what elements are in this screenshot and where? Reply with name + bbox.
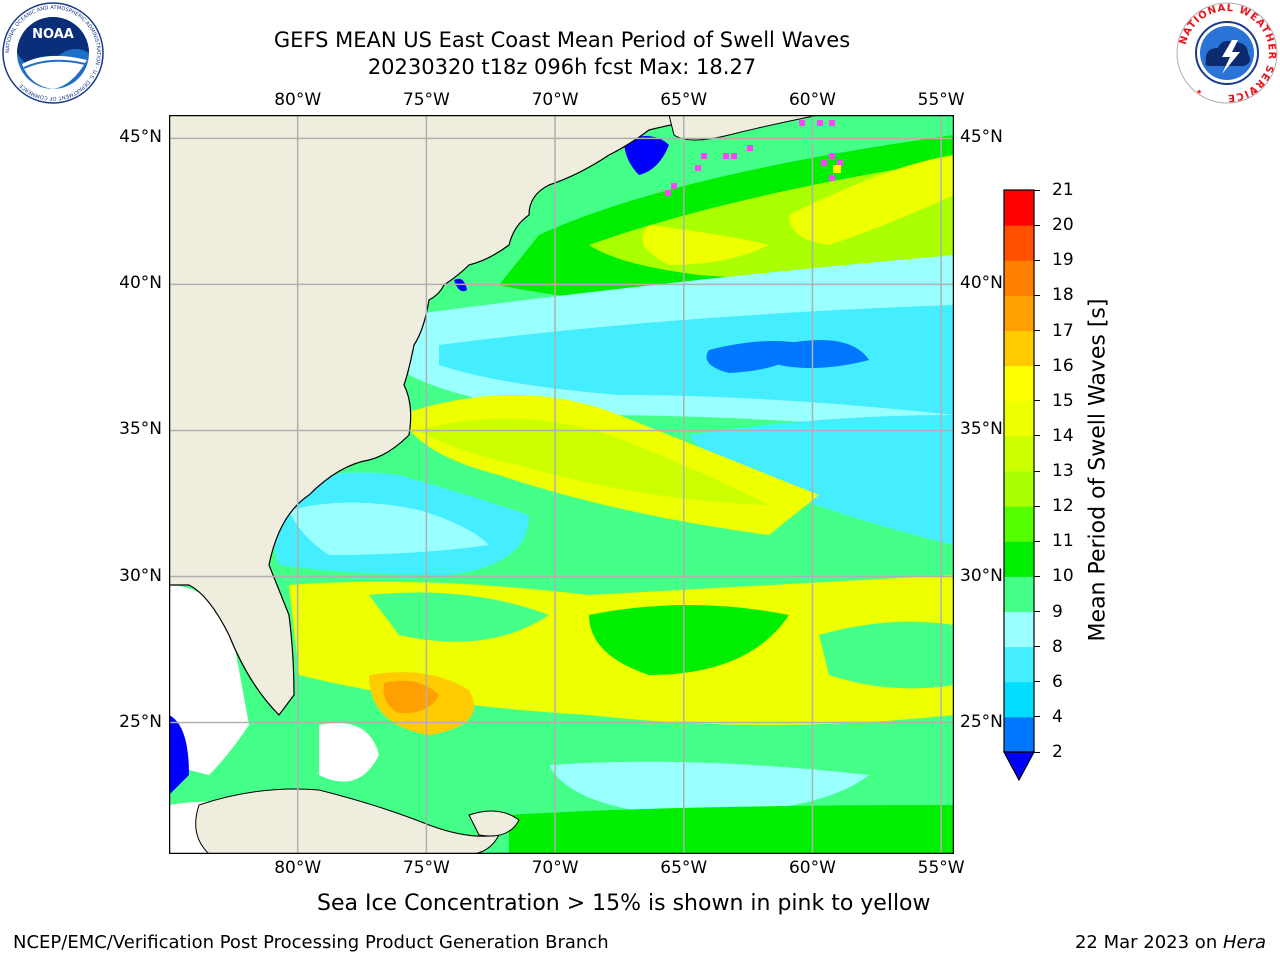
footer-date: 22 Mar 2023 on Hera xyxy=(1075,932,1266,953)
sea-ice-pixels xyxy=(665,120,843,196)
colorbar-segment xyxy=(1004,541,1034,577)
noaa-logo-text: NOAA xyxy=(32,27,74,42)
colorbar-segment xyxy=(1004,295,1034,331)
colorbar-tick-label: 15 xyxy=(1052,390,1074,411)
lon-tick-label: 65°W xyxy=(660,858,708,878)
lon-tick-label: 75°W xyxy=(402,858,450,878)
colorbar-tick-label: 20 xyxy=(1052,215,1074,236)
colorbar-tick-label: 21 xyxy=(1052,180,1074,200)
colorbar-tick-label: 2 xyxy=(1052,742,1063,762)
colorbar-tick-mark xyxy=(1034,646,1040,648)
lat-tick-label: 30°N xyxy=(960,565,1003,586)
lon-tick-label: 60°W xyxy=(788,90,836,110)
colorbar xyxy=(1002,189,1036,782)
lat-tick-label: 30°N xyxy=(119,565,162,586)
colorbar-tick-label: 10 xyxy=(1052,566,1074,587)
lon-tick-label: 75°W xyxy=(402,90,450,110)
footer-machine: Hera xyxy=(1222,932,1266,953)
graticule xyxy=(169,115,954,854)
colorbar-tick-label: 12 xyxy=(1052,496,1074,517)
colorbar-segment xyxy=(1004,471,1034,507)
colorbar-tick-label: 8 xyxy=(1052,636,1063,657)
svg-text:★: ★ xyxy=(1196,88,1202,96)
colorbar-tick-mark xyxy=(1034,330,1040,331)
colorbar-tick-label: 17 xyxy=(1052,320,1074,341)
lat-tick-label: 40°N xyxy=(119,273,162,294)
lon-tick-label: 55°W xyxy=(917,90,965,110)
colorbar-segment xyxy=(1004,576,1034,612)
colorbar-segment xyxy=(1004,646,1034,683)
colorbar-segment xyxy=(1004,681,1034,718)
lon-tick-label: 80°W xyxy=(274,90,322,110)
lat-tick-label: 25°N xyxy=(119,711,162,732)
noaa-logo: NATIONAL OCEANIC AND ATMOSPHERIC ADMINIS… xyxy=(2,2,104,104)
colorbar-tick-mark xyxy=(1034,365,1040,367)
lat-tick-label: 35°N xyxy=(119,419,162,440)
colorbar-extend-below xyxy=(1002,751,1036,782)
colorbar-tick-mark xyxy=(1034,716,1040,718)
colorbar-segment xyxy=(1004,716,1034,753)
colorbar-tick-label: 14 xyxy=(1052,425,1074,446)
colorbar-tick-mark xyxy=(1034,681,1040,683)
lat-tick-label: 35°N xyxy=(960,419,1003,440)
colorbar-tick-label: 11 xyxy=(1052,531,1074,552)
colorbar-segment xyxy=(1004,225,1034,261)
colorbar-tick-label: 13 xyxy=(1052,461,1074,481)
colorbar-tick-mark xyxy=(1034,470,1040,472)
map-frame xyxy=(169,115,954,854)
footer-date-text: 22 Mar 2023 on xyxy=(1074,932,1223,953)
map-title: GEFS MEAN US East Coast Mean Period of S… xyxy=(273,28,851,52)
colorbar-tick-mark xyxy=(1034,224,1040,226)
lat-tick-label: 45°N xyxy=(960,127,1003,148)
colorbar-tick-mark xyxy=(1034,435,1040,437)
colorbar-tick-label: 16 xyxy=(1052,355,1074,376)
nws-logo: NATIONAL WEATHER SERVICE ★ ★ xyxy=(1176,2,1278,104)
colorbar-segment xyxy=(1004,330,1034,367)
colorbar-tick-label: 18 xyxy=(1052,285,1074,306)
sea-ice-caption: Sea Ice Concentration > 15% is shown in … xyxy=(317,891,931,916)
colorbar-tick-label: 9 xyxy=(1052,601,1063,622)
colorbar-tick-mark xyxy=(1034,540,1040,542)
lon-tick-label: 70°W xyxy=(531,858,579,878)
colorbar-tick-mark xyxy=(1034,751,1040,753)
hispaniola-land xyxy=(468,810,520,837)
colorbar-tick-mark xyxy=(1034,575,1040,577)
colorbar-tick-mark xyxy=(1034,505,1040,507)
swell-period-map xyxy=(169,115,954,854)
colorbar-tick-mark xyxy=(1034,611,1040,612)
colorbar-segment xyxy=(1004,190,1034,226)
colorbar-tick-mark xyxy=(1034,294,1040,296)
colorbar-tick-mark xyxy=(1034,189,1040,191)
lon-tick-label: 70°W xyxy=(531,90,579,110)
lon-tick-label: 60°W xyxy=(788,858,836,878)
colorbar-segment xyxy=(1004,400,1034,437)
lon-tick-label: 65°W xyxy=(660,90,708,110)
colorbar-tick-label: 6 xyxy=(1052,671,1063,692)
colorbar-segment xyxy=(1004,260,1034,296)
lat-tick-label: 40°N xyxy=(960,273,1003,294)
colorbar-segment xyxy=(1004,365,1034,402)
svg-text:★: ★ xyxy=(1252,88,1258,96)
colorbar-tick-mark xyxy=(1034,400,1040,402)
colorbar-tick-label: 4 xyxy=(1052,706,1063,727)
lon-tick-label: 80°W xyxy=(274,858,322,878)
colorbar-tick-mark xyxy=(1034,259,1040,261)
colorbar-tick-label: 19 xyxy=(1052,250,1074,271)
colorbar-segment xyxy=(1004,611,1034,648)
colorbar-label: Mean Period of Swell Waves [s] xyxy=(1085,298,1111,642)
colorbar-segment xyxy=(1004,506,1034,542)
footer-credit: NCEP/EMC/Verification Post Processing Pr… xyxy=(13,932,609,953)
colorbar-segment xyxy=(1004,435,1034,472)
north-america-land xyxy=(169,115,730,716)
lat-tick-label: 25°N xyxy=(960,711,1003,732)
lat-tick-label: 45°N xyxy=(119,127,162,148)
map-subtitle: 20230320 t18z 096h fcst Max: 18.27 xyxy=(367,55,757,79)
lon-tick-label: 55°W xyxy=(917,858,965,878)
